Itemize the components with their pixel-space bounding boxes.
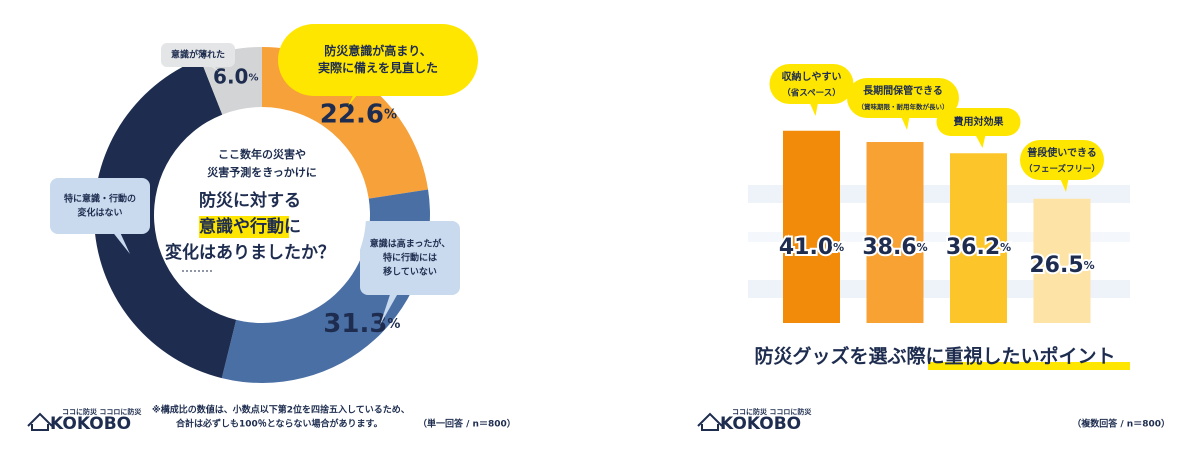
value-number: 36.2 [946,235,1000,260]
value-number: 38.6 [862,235,916,260]
donut-slice [93,58,237,379]
category-label: 意識は高まったが、 [370,238,450,250]
logo-icon [697,412,723,431]
category-label: 移していない [383,266,437,278]
question-text: 意識や行動に [199,216,301,237]
note: 合計は必ずしも100％とならない場合があります。 [176,418,383,430]
sample-note: （単一回答 / n＝800） [418,418,516,430]
bubble [50,178,150,234]
bar [866,142,924,323]
center-disc [158,111,366,319]
category-label: 費用対効果 [954,115,1005,128]
value-label: 26.5% [1029,253,1094,278]
value-unit: % [1000,241,1011,254]
value-label: 6.0% [213,64,258,88]
value-unit: % [387,317,400,332]
value-unit: % [833,241,844,254]
bubble [936,108,1021,136]
category-label: 長期間保管できる [863,84,943,97]
category-label: 実際に備えを見直した [318,60,438,75]
logo-name: KOKOBO [720,414,801,434]
category-label: （フェーズフリー） [1024,164,1100,175]
value-unit: % [248,72,258,83]
category-label: 特に行動には [383,252,437,264]
chart-title: 防災グッズを選ぶ際に重視したいポイント [754,345,1115,368]
title-underline [928,362,1130,370]
question-text: 防災に対する [199,190,301,211]
logo-tagline: ココに防災 ココロに防災 [732,407,812,416]
question-text: 変化はありましたか？ [165,242,335,263]
value-unit: % [917,241,928,254]
category-label: 普段使いできる [1027,146,1097,159]
bubble [161,43,235,67]
bubble [360,221,460,295]
category-label: 収納しやすい [782,70,842,83]
intro-text: 災害予測をきっかけに [206,165,317,179]
logo-right: ココに防災 ココロに防災 KOKOBO [697,407,812,434]
value-label: 38.6% [862,235,927,260]
logo-name: KOKOBO [50,414,131,434]
logo-left: ココに防災 ココロに防災 KOKOBO [27,407,142,434]
note: ※構成比の数値は、小数点以下第2位を四捨五入しているため、 [152,404,410,416]
stripe [748,232,1130,242]
bar [1033,198,1091,323]
category-label: 意識が薄れた [171,49,225,61]
category-label: 変化はない [77,207,122,219]
value-label: 41.0% [779,235,844,260]
bubble [847,78,959,118]
value-label: 22.6% [320,99,397,129]
bar [950,153,1007,323]
bubble [769,64,854,104]
category-label: 防災意識が高まり、 [324,43,432,58]
value-number: 6.0 [213,64,248,88]
sample-note: （複数回答 / n＝800） [1072,418,1170,430]
highlight [199,216,289,238]
intro-text: ここ数年の災害や [218,147,306,161]
value-unit: % [1084,259,1095,272]
bubble [1020,140,1104,180]
bubble [278,24,478,96]
category-label: （省スペース） [782,88,840,99]
category-label: （賞味期限・耐用年数が長い） [858,102,949,111]
bar [783,130,840,323]
logo-tagline: ココに防災 ココロに防災 [62,407,142,416]
stripe [748,185,1130,203]
value-label: 36.2% [946,235,1011,260]
value-number: 41.0 [779,235,833,260]
value-number: 31.3 [323,309,387,339]
logo-icon [27,412,53,431]
value-unit: % [384,107,397,122]
value-number: 22.6 [320,99,384,129]
value-number: 26.5 [1029,253,1083,278]
value-label: 31.3% [323,309,400,339]
category-label: 特に意識・行動の [64,193,136,205]
